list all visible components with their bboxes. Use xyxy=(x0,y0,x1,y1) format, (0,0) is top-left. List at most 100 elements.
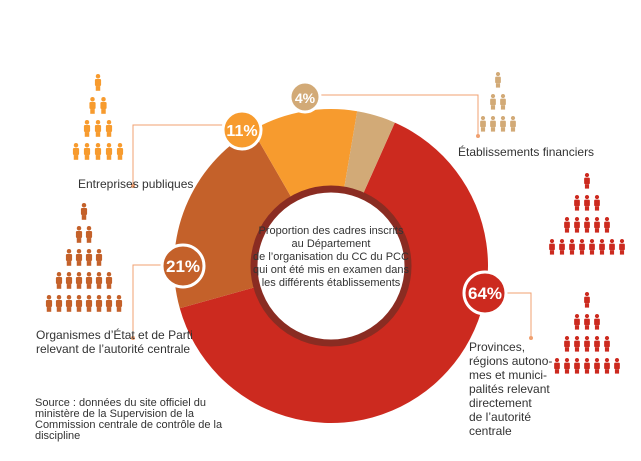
center-line: Proportion des cadres inscrits xyxy=(258,225,404,237)
person-icon xyxy=(604,358,610,374)
percent-label-entreprises: 11% xyxy=(226,123,257,140)
connector-organismes xyxy=(132,264,162,338)
person-icon xyxy=(55,295,63,312)
person-icon xyxy=(599,239,605,255)
person-icon xyxy=(89,97,96,114)
person-icon xyxy=(609,239,615,255)
center-line: les différents établissements xyxy=(261,277,401,289)
badge-entreprises xyxy=(221,109,263,151)
person-icon xyxy=(75,272,83,289)
person-icon xyxy=(105,143,113,160)
person-icon xyxy=(584,173,590,189)
percent-label-financiers: 4% xyxy=(295,90,316,106)
person-icon xyxy=(65,272,73,289)
person-icon xyxy=(55,272,63,289)
person-icon xyxy=(115,295,123,312)
person-icon xyxy=(94,120,102,137)
pyramid-organismes xyxy=(45,203,123,312)
label-line: mes et munici- xyxy=(469,368,548,382)
person-icon xyxy=(83,143,91,160)
person-icon xyxy=(500,116,506,132)
person-icon xyxy=(95,272,103,289)
center-line: qui ont été mis en examen dans xyxy=(253,264,409,276)
source-line: Commission centrale de contrôle de la xyxy=(35,419,223,431)
person-icon xyxy=(584,292,590,308)
person-icon xyxy=(105,272,113,289)
person-icon xyxy=(584,217,590,233)
percent-label-provinces: 64% xyxy=(468,284,502,303)
person-icon xyxy=(589,239,595,255)
person-icon xyxy=(85,272,93,289)
label-organismes: Organismes d’État et de Parti relevant d… xyxy=(36,328,193,356)
badge-financiers xyxy=(288,80,322,114)
badge-provinces xyxy=(462,270,508,316)
person-icon xyxy=(594,314,600,330)
person-icon xyxy=(594,336,600,352)
label-line: directement xyxy=(469,396,532,410)
person-icon xyxy=(75,295,83,312)
connector-financiers xyxy=(320,94,479,136)
slice-provinces xyxy=(179,122,489,423)
person-icon xyxy=(604,217,610,233)
person-icon xyxy=(94,143,102,160)
person-icon xyxy=(480,116,486,132)
pyramid-provinces-1 xyxy=(549,173,625,255)
center-caption: Proportion des cadres inscrits au Départ… xyxy=(251,225,411,290)
slice-financiers xyxy=(344,111,395,193)
person-pyramids xyxy=(45,72,625,374)
person-icon xyxy=(490,116,496,132)
person-icon xyxy=(584,336,590,352)
person-icon xyxy=(584,358,590,374)
person-icon xyxy=(45,295,53,312)
person-icon xyxy=(574,358,580,374)
person-icon xyxy=(604,336,610,352)
badge-organismes xyxy=(160,243,206,289)
person-icon xyxy=(75,249,83,266)
person-icon xyxy=(100,97,107,114)
person-icon xyxy=(75,226,83,243)
person-icon xyxy=(65,295,73,312)
person-icon xyxy=(584,314,590,330)
person-icon xyxy=(65,249,73,266)
person-icon xyxy=(95,249,103,266)
label-line: Organismes d’État et de Parti xyxy=(36,328,193,342)
person-icon xyxy=(574,314,580,330)
person-icon xyxy=(564,217,570,233)
person-icon xyxy=(569,239,575,255)
person-icon xyxy=(594,217,600,233)
label-line: palités relevant xyxy=(469,382,550,396)
person-icon xyxy=(574,195,580,211)
label-line: centrale xyxy=(469,424,512,438)
pyramid-provinces-2 xyxy=(554,292,620,374)
person-icon xyxy=(594,358,600,374)
label-line: de l’autorité xyxy=(469,410,532,424)
pyramid-financiers xyxy=(480,72,516,132)
person-icon xyxy=(549,239,555,255)
source-line: Source : données du site officiel du xyxy=(35,397,207,409)
source-line: discipline xyxy=(35,430,81,442)
connector-lines xyxy=(131,94,533,340)
person-icon xyxy=(85,226,93,243)
person-icon xyxy=(584,195,590,211)
person-icon xyxy=(83,120,91,137)
person-icon xyxy=(85,295,93,312)
person-icon xyxy=(116,143,124,160)
person-icon xyxy=(95,295,103,312)
person-icon xyxy=(80,203,88,220)
inner-ring xyxy=(250,185,412,347)
label-provinces: Provinces, régions autono- mes et munici… xyxy=(469,340,552,438)
label-line: Provinces, xyxy=(469,340,526,354)
label-line: régions autono- xyxy=(469,354,553,368)
person-icon xyxy=(574,217,580,233)
source-line: ministère de la Supervision de la xyxy=(35,408,194,420)
person-icon xyxy=(500,94,506,110)
person-icon xyxy=(94,74,102,91)
person-icon xyxy=(495,72,501,88)
center-line: au Département xyxy=(291,238,371,250)
person-icon xyxy=(72,143,80,160)
person-icon xyxy=(574,336,580,352)
label-entreprises: Entreprises publiques xyxy=(78,177,194,191)
person-icon xyxy=(564,358,570,374)
percent-label-organismes: 21% xyxy=(166,257,200,276)
